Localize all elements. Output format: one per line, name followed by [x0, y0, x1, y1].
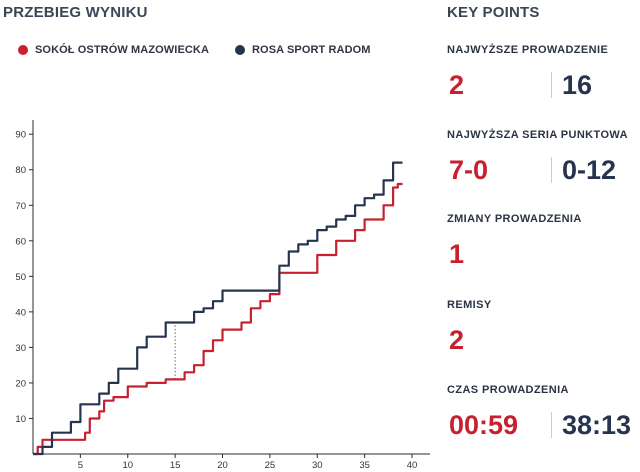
legend-item-home[interactable]: SOKÓŁ OSTRÓW MAZOWIECKA: [18, 44, 209, 56]
x-tick-label: 40: [407, 460, 418, 471]
kp-lead-changes: ZMIANY PROWADZENIA 1: [447, 213, 640, 271]
kp-ties-value: 2: [449, 325, 465, 355]
y-tick-label: 20: [15, 378, 26, 389]
y-tick-label: 70: [15, 201, 26, 212]
y-tick-label: 10: [15, 414, 26, 425]
y-tick-label: 30: [15, 343, 26, 354]
kp-time-leading-label: CZAS PROWADZENIA: [447, 384, 569, 396]
kp-largest-lead: NAJWYŻSZE PROWADZENIE 2 16: [447, 44, 640, 102]
series-line-home: [33, 182, 403, 456]
chart-legend: SOKÓŁ OSTRÓW MAZOWIECKA ROSA SPORT RADOM: [18, 44, 397, 56]
kp-ties: REMISY 2: [447, 299, 640, 357]
x-tick-label: 15: [170, 460, 181, 471]
y-tick-label: 60: [15, 236, 26, 247]
x-tick-label: 20: [217, 460, 228, 471]
kp-longest-run-home: 7-0: [449, 155, 489, 185]
score-progress-panel: PRZEBIEG WYNIKU SOKÓŁ OSTRÓW MAZOWIECKA …: [3, 4, 430, 471]
kp-largest-lead-home: 2: [449, 70, 465, 100]
series-line-away: [33, 161, 403, 456]
legend-label-away: ROSA SPORT RADOM: [252, 44, 371, 56]
kp-time-leading-away: 38:13: [562, 410, 632, 440]
x-tick-label: 5: [78, 460, 83, 471]
y-tick-label: 80: [15, 165, 26, 176]
kp-ties-label: REMISY: [447, 299, 492, 311]
kp-largest-lead-label: NAJWYŻSZE PROWADZENIE: [447, 44, 609, 56]
chart-title: PRZEBIEG WYNIKU: [3, 4, 148, 21]
kp-time-leading-home: 00:59: [449, 410, 519, 440]
kp-lead-changes-label: ZMIANY PROWADZENIA: [447, 213, 582, 225]
kp-longest-run: NAJWYŻSZA SERIA PUNKTOWA 7-0 0-12: [447, 129, 640, 187]
y-tick-label: 90: [15, 130, 26, 141]
kp-largest-lead-away: 16: [562, 70, 593, 100]
key-points-title: KEY POINTS: [447, 4, 540, 21]
legend-label-home: SOKÓŁ OSTRÓW MAZOWIECKA: [35, 44, 210, 56]
y-tick-label: 50: [15, 272, 26, 283]
legend-dot-away-icon: [235, 45, 246, 55]
key-points-panel: KEY POINTS NAJWYŻSZE PROWADZENIE 2 16 NA…: [447, 0, 640, 472]
kp-separator: [551, 72, 552, 98]
x-tick-label: 10: [122, 460, 133, 471]
x-tick-label: 30: [312, 460, 323, 471]
kp-longest-run-away: 0-12: [562, 155, 617, 185]
kp-lead-changes-value: 1: [449, 239, 465, 269]
x-tick-label: 25: [265, 460, 276, 471]
kp-separator: [551, 157, 552, 183]
score-progress-chart: 10 20 30 40 50 60 70 80 90 5 10 15 20 25 30 35 40: [15, 120, 430, 471]
kp-longest-run-label: NAJWYŻSZA SERIA PUNKTOWA: [447, 129, 628, 141]
x-tick-label: 35: [359, 460, 370, 471]
kp-separator: [551, 412, 552, 438]
legend-dot-home-icon: [18, 45, 28, 55]
kp-time-leading: CZAS PROWADZENIA 00:59 38:13: [447, 384, 640, 442]
y-tick-label: 40: [15, 307, 26, 318]
legend-item-away[interactable]: ROSA SPORT RADOM: [235, 44, 371, 56]
